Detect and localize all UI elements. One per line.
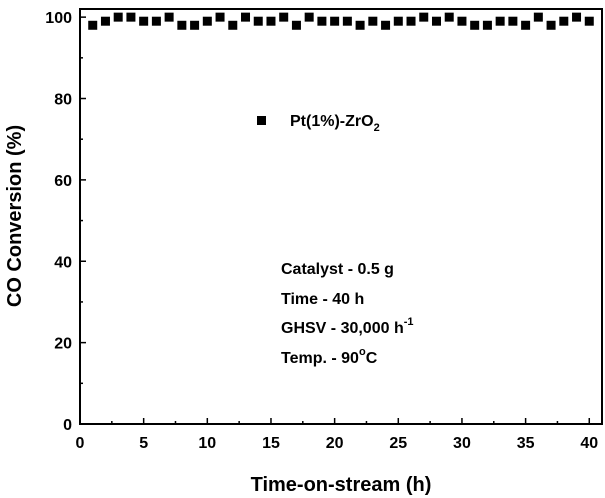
data-point (419, 12, 429, 22)
annotation-text: Time - 40 h (281, 291, 364, 308)
annotation-superscript: o (359, 346, 366, 358)
data-point (368, 16, 378, 26)
annotation-text: Temp. - 90 (281, 350, 359, 367)
data-point (482, 20, 492, 30)
axis-ticks (79, 16, 591, 425)
data-point (381, 20, 391, 30)
data-point (572, 12, 582, 22)
data-point (279, 12, 289, 22)
data-point (126, 12, 136, 22)
x-tick-label: 10 (198, 435, 216, 452)
data-point (215, 12, 225, 22)
data-point (88, 20, 98, 30)
data-point (584, 16, 594, 26)
plot-frame (79, 8, 603, 425)
x-tick-label: 15 (262, 435, 280, 452)
data-point (253, 16, 263, 26)
data-point (202, 16, 212, 26)
data-point (317, 16, 327, 26)
data-point (342, 16, 352, 26)
conditions-annotation: Catalyst - 0.5 g Time - 40 h GHSV - 30,0… (281, 261, 414, 367)
data-point (291, 20, 301, 30)
data-point (546, 20, 556, 30)
data-point (113, 12, 123, 22)
data-point (393, 16, 403, 26)
legend-label: Pt(1%)-ZrO2 (290, 113, 380, 134)
annotation-text: C (366, 350, 378, 367)
x-tick-label: 30 (453, 435, 471, 452)
annotation-line: Temp. - 90oC (281, 346, 378, 367)
x-axis-title: Time-on-stream (h) (251, 474, 432, 496)
x-tick-label: 35 (517, 435, 535, 452)
data-point (164, 12, 174, 22)
data-point (151, 16, 161, 26)
data-point (521, 20, 531, 30)
legend-label-subscript: 2 (374, 122, 380, 134)
y-tick-label: 40 (54, 254, 72, 271)
annotation-line: GHSV - 30,000 h-1 (281, 316, 414, 337)
y-axis-title: CO Conversion (%) (4, 125, 26, 307)
annotation-line: Catalyst - 0.5 g (281, 261, 394, 278)
data-point (177, 20, 187, 30)
data-point (241, 12, 251, 22)
x-tick-label: 5 (139, 435, 148, 452)
data-point (355, 20, 365, 30)
data-point (139, 16, 149, 26)
y-tick-label: 0 (63, 417, 72, 434)
data-point (266, 16, 276, 26)
legend-label-base: Pt(1%)-ZrO (290, 113, 374, 130)
y-tick-label: 100 (45, 10, 72, 27)
x-tick-label: 20 (326, 435, 344, 452)
data-point (330, 16, 340, 26)
data-point (190, 20, 200, 30)
legend: Pt(1%)-ZrO2 (257, 113, 380, 134)
y-tick-label: 20 (54, 336, 72, 353)
data-point (457, 16, 467, 26)
x-tick-label: 40 (580, 435, 598, 452)
data-point (559, 16, 569, 26)
data-point (495, 16, 505, 26)
tick-labels: 0 5 10 15 20 25 30 35 40 0 20 40 60 80 100 (45, 10, 598, 452)
annotation-superscript: -1 (404, 316, 414, 328)
annotation-text: Catalyst - 0.5 g (281, 261, 394, 278)
data-points (88, 12, 594, 30)
data-point (444, 12, 454, 22)
data-point (100, 16, 110, 26)
data-point (304, 12, 314, 22)
data-point (508, 16, 518, 26)
annotation-text: GHSV - 30,000 h (281, 320, 404, 337)
data-point (533, 12, 543, 22)
legend-marker (257, 116, 266, 125)
data-point (431, 16, 441, 26)
data-point (406, 16, 416, 26)
data-point (470, 20, 480, 30)
data-point (228, 20, 238, 30)
x-tick-label: 0 (76, 435, 85, 452)
x-tick-label: 25 (389, 435, 407, 452)
y-tick-label: 80 (54, 92, 72, 109)
annotation-line: Time - 40 h (281, 291, 364, 308)
y-tick-label: 60 (54, 173, 72, 190)
